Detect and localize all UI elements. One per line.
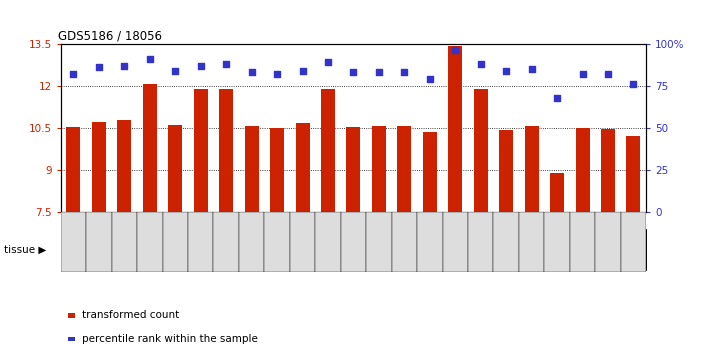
Bar: [570, 212, 595, 272]
Bar: [468, 212, 493, 272]
Bar: [316, 229, 417, 270]
Bar: [346, 127, 361, 212]
Point: [246, 69, 257, 75]
Bar: [316, 212, 341, 272]
Bar: [626, 136, 640, 212]
Point: [424, 76, 436, 82]
Bar: [213, 212, 239, 272]
Bar: [264, 212, 290, 272]
Bar: [372, 126, 386, 212]
Point: [603, 71, 614, 77]
Bar: [61, 229, 316, 270]
Point: [450, 48, 461, 53]
Bar: [143, 84, 157, 212]
Point: [297, 68, 308, 73]
Point: [93, 64, 104, 70]
Bar: [321, 89, 335, 212]
Bar: [620, 212, 646, 272]
Bar: [601, 129, 615, 212]
Point: [577, 71, 588, 77]
Bar: [341, 212, 366, 272]
Bar: [188, 212, 213, 272]
Bar: [245, 126, 258, 212]
Point: [526, 66, 538, 72]
Text: tissue ▶: tissue ▶: [4, 245, 46, 254]
Bar: [66, 127, 81, 212]
Bar: [92, 122, 106, 212]
Point: [144, 56, 156, 62]
Bar: [163, 212, 188, 272]
Bar: [544, 212, 570, 272]
Text: superficial temporal artery: superficial temporal artery: [471, 245, 593, 254]
Point: [271, 71, 283, 77]
Bar: [169, 125, 182, 212]
Bar: [499, 130, 513, 212]
Bar: [117, 121, 131, 212]
Bar: [61, 212, 86, 272]
Text: unruptured intracranial
aneurysm: unruptured intracranial aneurysm: [313, 240, 419, 259]
Point: [398, 69, 410, 75]
Text: GDS5186 / 18056: GDS5186 / 18056: [58, 29, 162, 42]
Point: [221, 61, 232, 67]
Point: [169, 68, 181, 73]
Bar: [239, 212, 264, 272]
Bar: [193, 89, 208, 212]
Bar: [296, 123, 310, 212]
Bar: [575, 128, 590, 212]
Bar: [525, 126, 538, 212]
Bar: [417, 229, 646, 270]
Point: [322, 59, 333, 65]
Bar: [86, 212, 111, 272]
Point: [119, 62, 130, 68]
Bar: [270, 128, 284, 212]
Bar: [290, 212, 316, 272]
Bar: [366, 212, 391, 272]
Point: [551, 95, 563, 101]
Point: [373, 69, 385, 75]
Bar: [493, 212, 519, 272]
Bar: [111, 212, 137, 272]
Point: [348, 69, 359, 75]
Bar: [519, 212, 544, 272]
Bar: [423, 132, 437, 212]
Bar: [417, 212, 443, 272]
Point: [475, 61, 486, 67]
Point: [501, 68, 512, 73]
Text: transformed count: transformed count: [82, 310, 179, 320]
Bar: [448, 46, 462, 212]
Bar: [137, 212, 163, 272]
Point: [195, 62, 206, 68]
Bar: [595, 212, 620, 272]
Bar: [473, 89, 488, 212]
Point: [628, 81, 639, 87]
Bar: [391, 212, 417, 272]
Text: ruptured intracranial aneurysm: ruptured intracranial aneurysm: [117, 245, 259, 254]
Bar: [550, 173, 564, 212]
Point: [68, 71, 79, 77]
Bar: [397, 126, 411, 212]
Bar: [219, 89, 233, 212]
Text: percentile rank within the sample: percentile rank within the sample: [82, 334, 258, 344]
Bar: [443, 212, 468, 272]
